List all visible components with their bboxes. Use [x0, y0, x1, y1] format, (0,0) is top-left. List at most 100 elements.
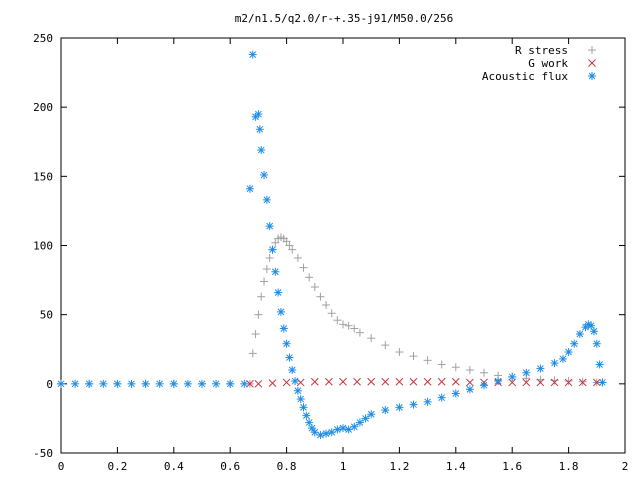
- data-point: [350, 422, 359, 431]
- data-point: [276, 307, 285, 316]
- data-point: [423, 377, 432, 386]
- legend-label: Acoustic flux: [482, 70, 568, 83]
- data-point: [316, 431, 325, 440]
- data-point: [339, 320, 347, 329]
- data-point: [325, 377, 333, 386]
- data-point: [550, 359, 559, 368]
- data-point: [183, 379, 192, 388]
- y-tick-label: 50: [40, 309, 53, 322]
- data-point: [257, 146, 266, 155]
- data-point: [494, 377, 503, 386]
- x-tick-label: 1.4: [446, 460, 466, 473]
- data-point: [251, 330, 260, 339]
- data-point: [260, 170, 269, 179]
- data-point: [282, 378, 291, 387]
- y-tick: 200: [33, 101, 625, 114]
- data-point: [288, 245, 297, 254]
- data-point: [558, 354, 567, 363]
- data-point: [226, 379, 235, 388]
- x-tick-label: 0.8: [277, 460, 297, 473]
- data-point: [85, 379, 94, 388]
- data-point: [480, 368, 488, 377]
- y-tick: 50: [40, 309, 625, 322]
- data-point: [271, 238, 280, 247]
- data-point: [592, 339, 601, 348]
- data-point: [248, 50, 257, 59]
- data-point: [257, 292, 266, 301]
- data-point: [409, 377, 418, 386]
- data-point: [169, 379, 178, 388]
- chart-title: m2/n1.5/q2.0/r-+.35-j91/M50.0/256: [235, 12, 454, 25]
- y-tick: -50: [33, 447, 625, 460]
- data-point: [299, 403, 308, 412]
- data-point: [288, 366, 297, 374]
- data-point: [212, 379, 221, 388]
- data-point: [536, 364, 545, 373]
- data-point: [361, 414, 370, 423]
- data-point: [381, 406, 390, 415]
- data-point: [296, 378, 305, 387]
- data-point: [254, 110, 263, 119]
- axes: 0 0.2 0.4 0.6 0.8 1 1.2 1.4 1.6 1.8 2 -50 0 50 100 150 2…: [33, 32, 628, 473]
- data-point: [451, 363, 460, 372]
- data-point: [307, 424, 316, 433]
- data-point: [395, 348, 404, 357]
- legend-marker: [588, 72, 596, 80]
- data-point: [305, 273, 314, 282]
- data-point: [395, 403, 404, 412]
- data-point: [437, 393, 446, 402]
- data-point: [570, 339, 579, 348]
- x-tick: 1.2: [389, 38, 409, 473]
- data-point: [592, 378, 601, 387]
- y-tick: 150: [33, 170, 625, 183]
- data-point: [302, 411, 311, 420]
- data-point: [99, 379, 108, 388]
- x-tick-label: 1: [340, 460, 347, 473]
- data-point: [575, 330, 584, 339]
- data-point: [260, 277, 269, 286]
- data-point: [423, 397, 432, 406]
- data-point: [381, 377, 390, 386]
- x-tick-label: 0.2: [107, 460, 127, 473]
- data-point: [437, 377, 446, 386]
- data-point: [367, 410, 376, 419]
- x-tick: 1.8: [559, 38, 579, 473]
- data-point: [333, 425, 342, 434]
- x-tick-label: 1.8: [559, 460, 579, 473]
- data-point: [262, 195, 271, 204]
- series-acoustic-flux: [57, 50, 607, 440]
- data-point: [598, 378, 607, 387]
- data-point: [246, 379, 254, 388]
- y-tick-label: 150: [33, 170, 53, 183]
- data-point: [293, 386, 302, 395]
- data-point: [578, 378, 587, 387]
- data-point: [451, 377, 460, 386]
- x-tick: 0: [58, 38, 64, 473]
- x-tick: 0.6: [220, 38, 240, 473]
- data-point: [423, 356, 432, 365]
- data-point: [240, 379, 249, 388]
- data-point: [127, 379, 136, 388]
- legend-entry: Acoustic flux: [482, 70, 596, 83]
- x-tick: 0.8: [277, 38, 297, 473]
- data-point: [296, 395, 305, 404]
- data-point: [465, 385, 474, 394]
- x-tick-label: 2: [622, 460, 629, 473]
- y-tick-label: 0: [46, 378, 53, 391]
- y-tick-label: 250: [33, 32, 53, 45]
- data-point: [466, 378, 474, 387]
- data-point: [381, 341, 390, 350]
- data-point: [480, 381, 488, 390]
- data-point: [344, 425, 353, 434]
- data-point: [141, 379, 150, 388]
- data-point: [299, 263, 308, 272]
- legend-label: G work: [528, 57, 568, 70]
- x-tick: 2: [622, 38, 629, 473]
- x-tick-label: 1.2: [389, 460, 409, 473]
- x-tick: 1: [340, 38, 347, 473]
- y-tick-label: 100: [33, 240, 53, 253]
- data-point: [285, 241, 294, 250]
- data-point: [465, 366, 474, 374]
- data-point: [339, 377, 347, 386]
- data-point: [310, 283, 319, 291]
